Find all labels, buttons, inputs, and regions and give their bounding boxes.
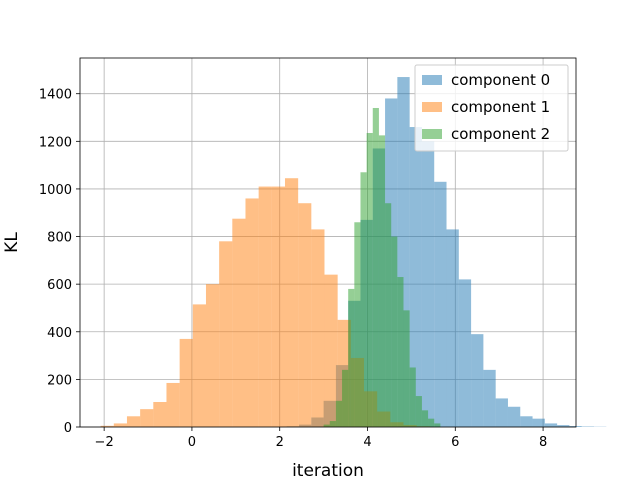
x-tick-label: 0 (188, 435, 196, 450)
histogram-bar-component-2 (348, 288, 355, 427)
legend-entry-component-2: component 2 (451, 125, 550, 143)
histogram-bar-component-0 (532, 418, 545, 427)
legend-swatch-component-2 (422, 129, 442, 139)
histogram-bar-component-2 (342, 369, 349, 427)
x-tick-label: −2 (95, 435, 114, 450)
y-tick-label: 600 (47, 278, 72, 293)
histogram-bar-component-0 (557, 425, 570, 427)
histogram-bar-component-1 (192, 304, 206, 427)
y-tick-label: 200 (47, 373, 72, 388)
histogram-bar-component-0 (495, 398, 508, 427)
histogram-bar-component-1 (140, 409, 154, 427)
histogram-bar-component-1 (245, 198, 259, 427)
histogram-bar-component-1 (153, 402, 167, 427)
histogram-bar-component-1 (100, 425, 114, 427)
histogram-bar-component-1 (126, 416, 141, 427)
histogram-bar-component-2 (421, 410, 429, 427)
histogram-bar-component-2 (378, 135, 386, 427)
y-tick-label: 0 (64, 421, 72, 436)
y-tick-label: 1000 (39, 183, 72, 198)
histogram-bar-component-0 (569, 426, 582, 427)
histogram-bar-component-1 (179, 338, 193, 427)
histogram-bar-component-2 (415, 396, 422, 427)
histogram-bar-component-2 (335, 400, 343, 427)
histogram-bar-component-2 (360, 172, 367, 427)
legend-entry-component-0: component 0 (451, 71, 550, 89)
histogram-bar-component-1 (311, 229, 325, 427)
histogram-bar-component-2 (434, 423, 441, 427)
x-tick-label: 6 (451, 435, 459, 450)
histogram-bar-component-1 (298, 203, 312, 427)
histogram-bars (100, 77, 607, 428)
legend-swatch-component-1 (422, 102, 442, 112)
legend-swatch-component-0 (422, 75, 442, 85)
histogram-bar-component-0 (421, 141, 435, 428)
histogram-bar-component-1 (232, 218, 246, 427)
histogram-bar-component-2 (372, 107, 379, 428)
histogram-bar-component-0 (520, 416, 533, 427)
histogram-bar-component-1 (205, 284, 220, 427)
histogram-bar-component-0 (544, 423, 558, 427)
histogram-bar-component-1 (258, 186, 272, 427)
legend-entry-component-1: component 1 (451, 98, 550, 116)
plot-frame (79, 57, 577, 428)
histogram-bar-component-0 (446, 229, 459, 427)
histogram-bar-component-2 (366, 132, 373, 427)
histogram-bar-component-2 (385, 203, 392, 427)
y-axis-label: KL (2, 232, 22, 253)
histogram-bar-component-2 (354, 222, 361, 427)
histogram-bar-component-1 (219, 241, 233, 427)
histogram-bar-component-2 (391, 236, 398, 427)
histogram-bar-component-1 (284, 178, 299, 427)
histogram-bar-component-0 (434, 181, 447, 427)
histogram-bar-component-2 (428, 418, 435, 427)
legend-box (414, 64, 569, 152)
histogram-bar-component-2 (397, 277, 404, 427)
histogram-bar-component-0 (507, 406, 521, 427)
histogram-bar-component-1 (166, 382, 180, 427)
y-tick-label: 400 (47, 326, 72, 341)
y-axis: 0 200 400 600 800 1000 1200 1400 (39, 88, 80, 436)
x-tick-label: 8 (539, 435, 547, 450)
x-tick-label: 4 (363, 435, 371, 450)
histogram-bar-component-1 (324, 274, 338, 427)
legend: component 0 component 1 component 2 (414, 64, 569, 152)
histogram-bar-component-0 (483, 369, 496, 427)
histogram-bar-component-0 (458, 279, 472, 427)
x-tick-label: 2 (276, 435, 284, 450)
histogram-bar-component-2 (323, 424, 330, 427)
y-tick-label: 1400 (39, 88, 72, 103)
histogram-bar-component-2 (329, 421, 336, 427)
histogram-bar-component-1 (113, 423, 127, 427)
histogram-bar-component-2 (409, 367, 416, 427)
histogram-bar-component-1 (271, 186, 285, 427)
histogram-bar-component-2 (403, 310, 410, 427)
histogram-bar-component-0 (471, 334, 484, 427)
y-tick-label: 800 (47, 231, 72, 246)
x-axis: −2 0 2 4 6 8 (95, 427, 547, 450)
y-tick-label: 1200 (39, 135, 72, 150)
x-axis-label: iteration (292, 461, 364, 480)
histogram-bar-component-0 (409, 127, 422, 428)
